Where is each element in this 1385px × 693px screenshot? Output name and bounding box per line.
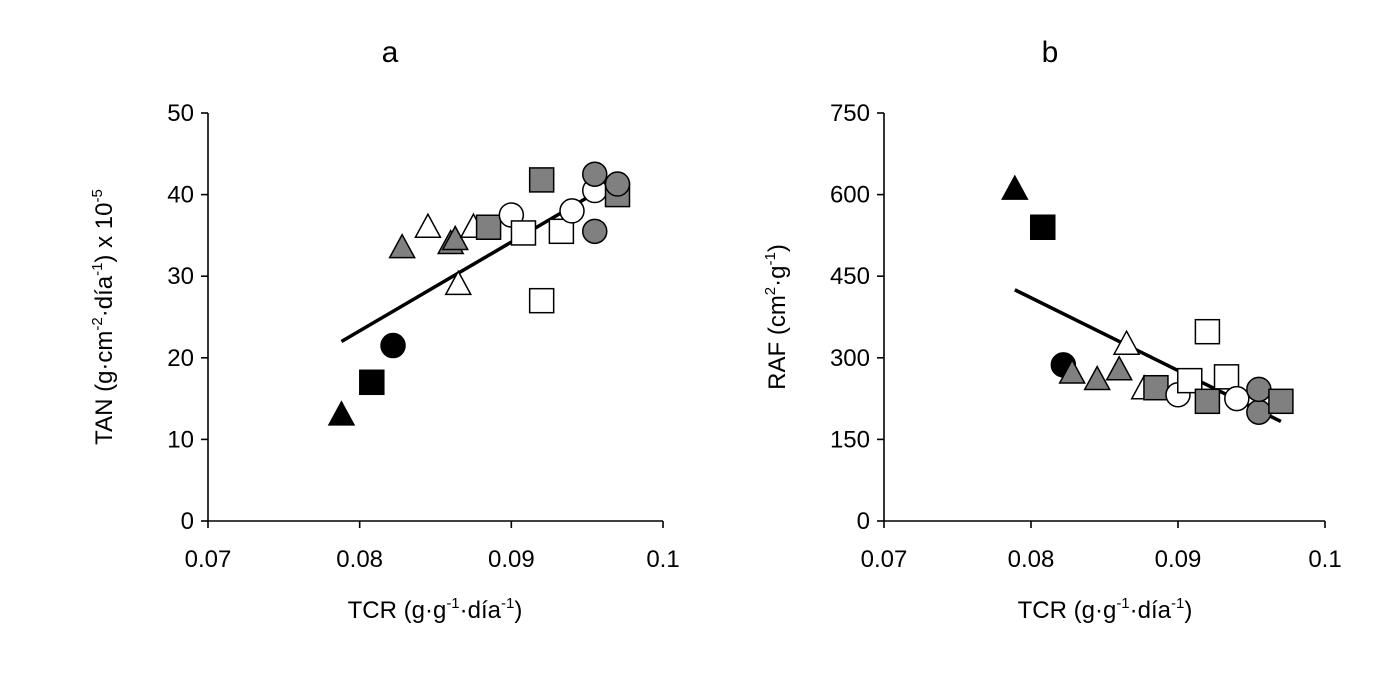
panel-b-ticks: 0 150 300 450 600 750 0.07 0.08 0.09 0.1 [830,100,1342,573]
point-triangle [444,269,473,296]
x-tick-label: 0.1 [646,546,679,573]
point-circle [559,198,585,224]
x-tick-label: 0.08 [336,546,383,573]
panel-b-title: b [1042,36,1059,69]
point-square [359,369,385,396]
point-triangle [1083,364,1111,391]
panel-b-x-label: TCR (g·g-1·día-1) [1018,595,1193,624]
x-tick-label: 0.09 [488,546,535,573]
point-square [1030,214,1056,240]
panel-a-x-label: TCR (g·g-1·día-1) [348,595,523,624]
y-tick-label: 300 [830,345,870,372]
point-circle [582,161,608,187]
y-tick-label: 0 [181,508,194,535]
point-triangle [414,212,442,238]
point-square [528,287,555,314]
y-tick-label: 50 [167,100,194,127]
x-tick-label: 0.07 [861,546,908,573]
point-triangle [1105,355,1133,381]
panel-b-y-label: RAF (cm2·g-1) [762,244,791,390]
panel-a: a 0 10 20 30 40 50 0.07 0.08 0.09 0.1 TCR (g·g-1·… [89,36,680,624]
y-tick-label: 600 [830,182,870,209]
point-square [528,167,555,193]
point-circle [582,218,608,245]
point-triangle [1058,358,1086,384]
x-tick-label: 0.08 [1008,546,1055,573]
panel-a-y-label: TAN (g·cm-2·día-1) x 10-5 [89,189,118,445]
panel-b: b 0 150 300 450 600 750 0.07 0.08 0.09 0.1 TCR (g… [762,36,1342,624]
point-circle [604,171,631,197]
point-square [475,214,502,240]
panel-a-ticks: 0 10 20 30 40 50 0.07 0.08 0.09 0.1 [167,100,679,573]
point-square [1194,388,1221,415]
y-tick-label: 20 [167,345,194,372]
y-tick-label: 450 [830,263,870,290]
point-circle [1224,385,1250,412]
panel-a-title: a [382,36,399,69]
point-circle [380,332,406,359]
x-tick-label: 0.1 [1308,546,1341,573]
y-tick-label: 40 [167,182,194,209]
x-tick-label: 0.07 [185,546,232,573]
y-tick-label: 10 [167,426,194,453]
y-tick-label: 750 [830,100,870,127]
y-tick-label: 150 [830,426,870,453]
panel-b-points [1001,174,1294,425]
panel-a-points [327,161,631,426]
point-square [1143,374,1169,401]
point-triangle [327,400,356,426]
point-triangle [1112,329,1141,355]
y-tick-label: 30 [167,263,194,290]
point-circle [1246,399,1272,425]
point-square [1213,364,1240,390]
y-tick-label: 0 [857,508,870,535]
point-triangle [388,233,416,259]
point-square [1268,388,1294,415]
x-tick-label: 0.09 [1155,546,1202,573]
point-triangle [1001,174,1029,200]
point-square [1194,318,1221,345]
point-square [510,220,537,246]
point-circle [1246,376,1272,403]
